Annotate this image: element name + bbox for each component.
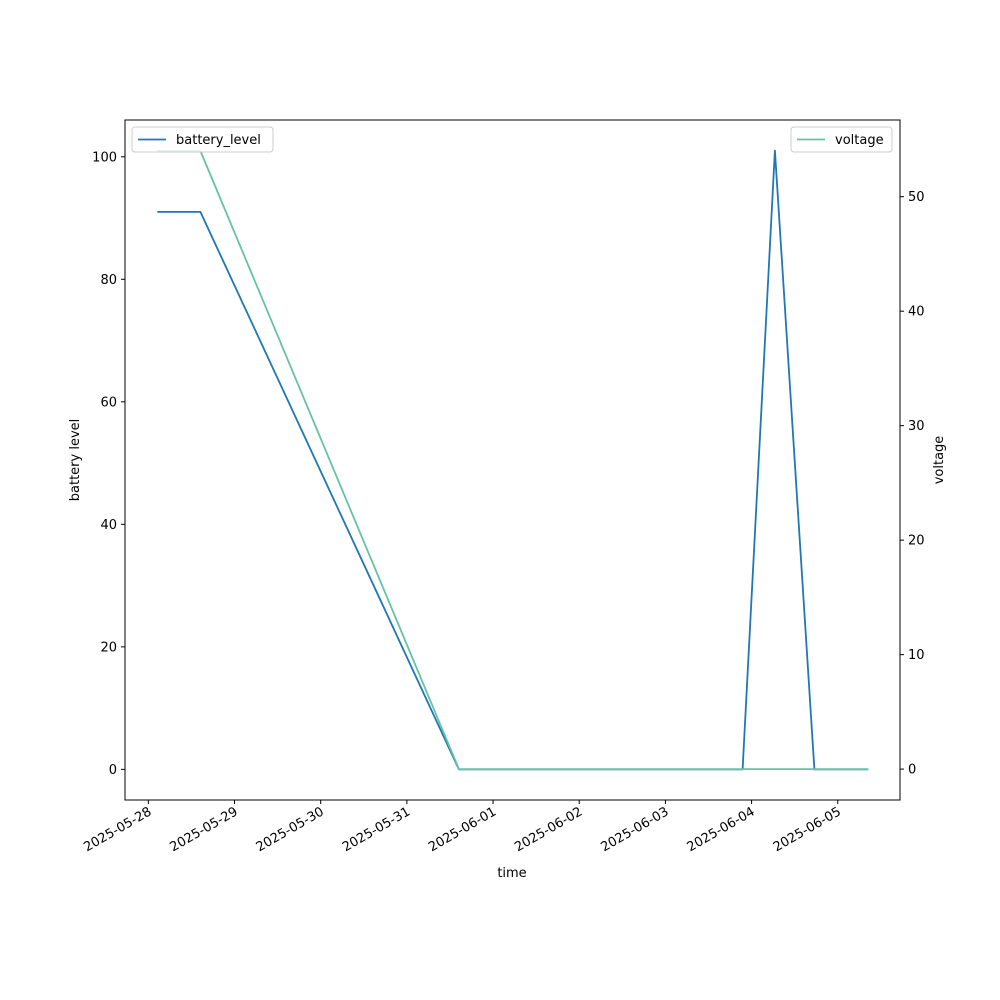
legend-layer: battery_level voltage: [131, 126, 893, 153]
right-tick-label: 50: [908, 190, 925, 205]
legend-label: voltage: [835, 133, 884, 148]
left-tick-label: 20: [100, 640, 117, 655]
legend-box: [790, 126, 893, 153]
x-axis-title: time: [497, 866, 526, 881]
legend-label: battery_level: [176, 133, 261, 148]
left-tick-label: 0: [109, 763, 117, 778]
left-tick-label: 60: [100, 395, 117, 410]
legend-battery-level: battery_level: [131, 126, 274, 153]
right-tick-label: 40: [908, 305, 925, 320]
right-tick-label: 20: [908, 534, 925, 549]
right-tick-label: 10: [908, 648, 925, 663]
right-tick-label: 30: [908, 419, 925, 434]
left-tick-label: 40: [100, 518, 117, 533]
left-tick-label: 100: [92, 150, 117, 165]
right-axis-title: voltage: [932, 436, 947, 485]
legend-voltage: voltage: [790, 126, 893, 153]
left-tick-label: 80: [100, 273, 117, 288]
left-axis-title: battery level: [68, 419, 83, 502]
legend-box: [131, 126, 274, 153]
axes-frame: [124, 119, 901, 801]
right-tick-label: 0: [908, 763, 916, 778]
